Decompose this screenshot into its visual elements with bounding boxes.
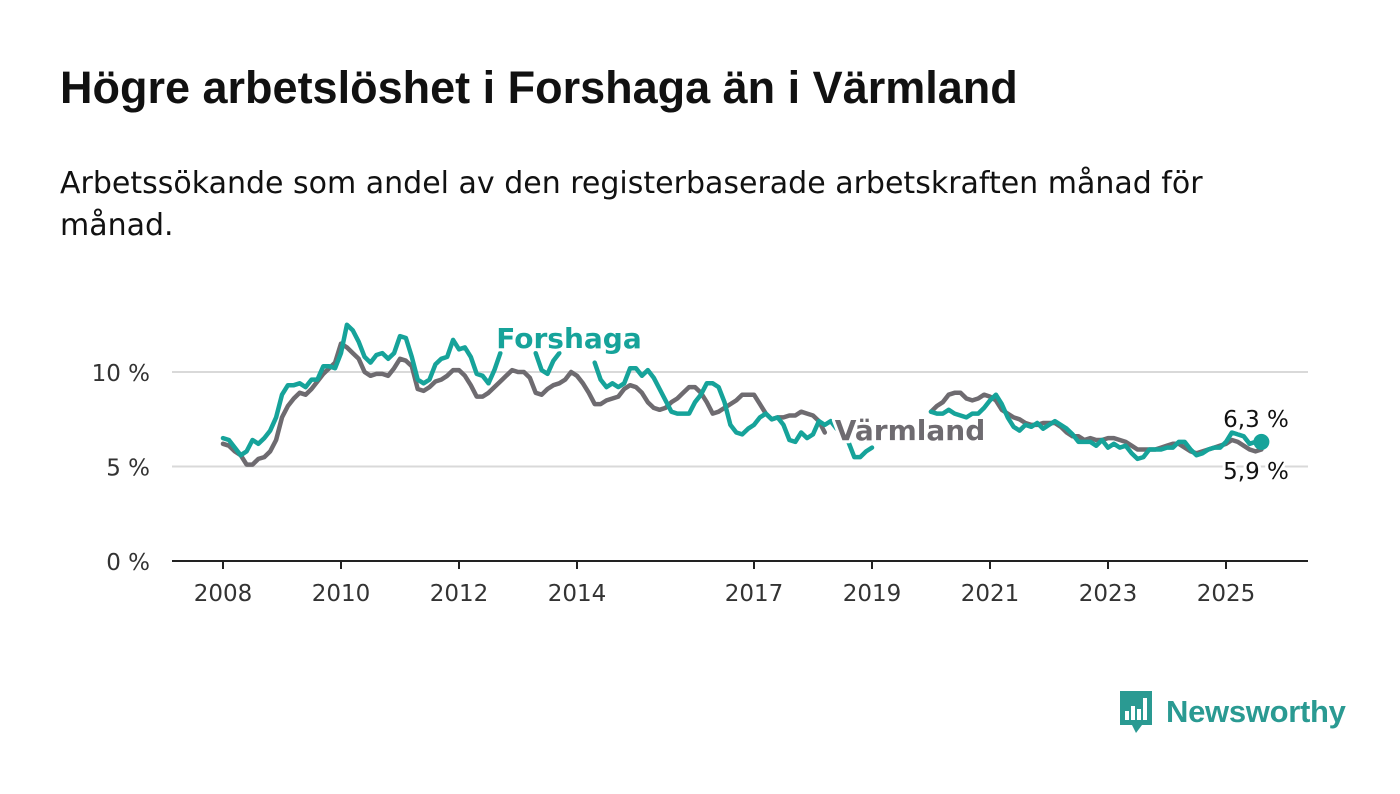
x-tick-label: 2008 [194, 581, 253, 607]
x-tick-label: 2025 [1197, 581, 1256, 607]
gridlines [172, 371, 1308, 468]
series-line-varmland [220, 341, 828, 467]
series-label-varmland: Värmland [835, 414, 986, 447]
series-line-forshaga [592, 360, 875, 460]
x-tick-label: 2014 [548, 581, 607, 607]
series-line-forshaga [533, 350, 562, 377]
newsworthy-logo-icon [1120, 691, 1152, 733]
end-label-forshaga: 6,3 % [1223, 407, 1289, 433]
y-axis: 0 % 5 % 10 % [92, 361, 150, 576]
x-tick-label: 2019 [843, 581, 902, 607]
forshaga-end-point [1253, 433, 1270, 450]
x-tick-label: 2021 [961, 581, 1020, 607]
chart-subtitle: Arbetssökande som andel av den registerb… [60, 166, 1203, 243]
chart-title: Högre arbetslöshet i Forshaga än i Värml… [60, 62, 1018, 113]
newsworthy-brand[interactable]: Newsworthy [1118, 688, 1346, 736]
brand-name: Newsworthy [1166, 694, 1346, 729]
x-tick-label: 2023 [1079, 581, 1138, 607]
x-tick-label: 2012 [430, 581, 489, 607]
series-lines [220, 322, 1270, 467]
x-tick-label: 2010 [312, 581, 371, 607]
series-labels: Forshaga Värmland 6,3 % 5,9 % [493, 319, 1292, 488]
x-axis: 2008 2010 2012 2014 2017 2019 2021 2023 2025 [172, 560, 1308, 607]
series-label-forshaga: Forshaga [496, 322, 641, 355]
series-line-forshaga [220, 322, 503, 458]
line-chart: 0 %5 %10 % 2008 2010 2012 2014 2017 2019 2021 2… [91, 319, 1308, 607]
end-label-varmland: 5,9 % [1223, 459, 1289, 485]
y-tick-label: 0 % [106, 550, 150, 576]
series-line-forshaga [928, 392, 1264, 462]
x-tick-label: 2017 [725, 581, 784, 607]
y-tick-label: 10 % [92, 361, 150, 387]
y-tick-label: 5 % [106, 456, 150, 482]
